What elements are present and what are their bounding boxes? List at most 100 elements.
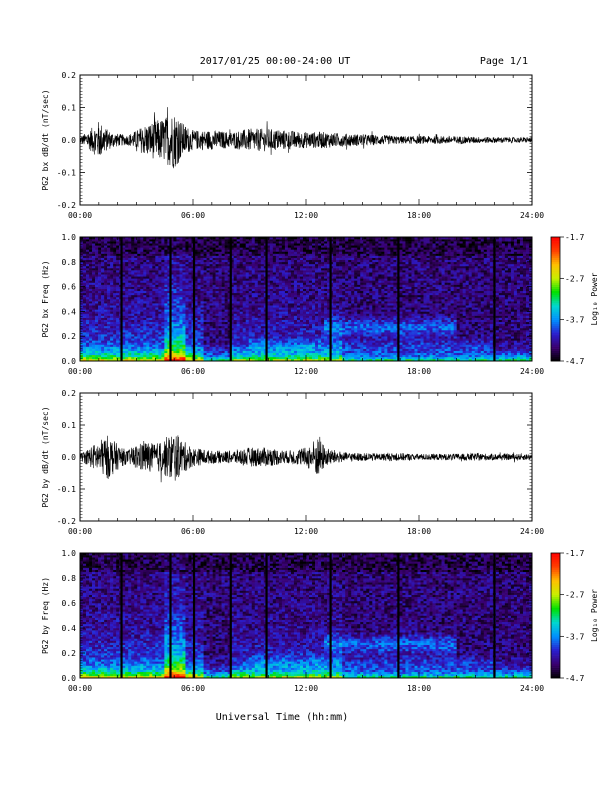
heatmap-cell [312, 323, 316, 327]
heatmap-cell [179, 358, 183, 362]
heatmap-cell [185, 274, 189, 277]
heatmap-cell [278, 241, 283, 244]
heatmap-cell [281, 354, 286, 358]
heatmap-cell [92, 292, 96, 296]
heatmap-cell [206, 282, 210, 285]
heatmap-cell [80, 319, 84, 323]
heatmap-cell [155, 253, 159, 256]
heatmap-cell [98, 296, 102, 300]
heatmap-cell [318, 332, 322, 335]
heatmap-cell [122, 284, 126, 287]
heatmap-cell [83, 249, 87, 252]
heatmap-cell [197, 278, 201, 281]
heatmap-cell [143, 330, 147, 333]
heatmap-cell [164, 344, 168, 347]
heatmap-cell [125, 338, 129, 341]
heatmap-cell [80, 311, 84, 314]
heatmap-cell [143, 307, 147, 310]
heatmap-cell [92, 276, 96, 279]
heatmap-cell [122, 261, 126, 265]
heatmap-cell [170, 342, 174, 345]
heatmap-cell [248, 332, 253, 335]
heatmap-cell [185, 286, 189, 289]
heatmap-cell [269, 280, 274, 283]
heatmap-cell [92, 346, 96, 349]
heatmap-cell [92, 348, 96, 351]
heatmap-cell [260, 241, 265, 244]
heatmap-cell [206, 346, 210, 349]
heatmap-cell [173, 257, 177, 261]
heatmap-cell [113, 255, 117, 258]
heatmap-cell [179, 257, 183, 261]
heatmap-cell [218, 344, 222, 347]
heatmap-cell [116, 296, 120, 300]
heatmap-cell [116, 274, 120, 277]
heatmap-cell [312, 278, 316, 281]
heatmap-cell [188, 268, 192, 271]
heatmap-cell [107, 237, 111, 240]
heatmap-cell [179, 348, 183, 351]
heatmap-cell [149, 313, 153, 316]
heatmap-cell [221, 311, 225, 314]
heatmap-cell [315, 327, 319, 331]
heatmap-cell [170, 270, 174, 273]
heatmap-cell [113, 356, 117, 360]
heatmap-cell [215, 253, 219, 256]
heatmap-cell [107, 311, 111, 314]
heatmap-cell [134, 336, 138, 339]
heatmap-cell [215, 315, 219, 318]
heatmap-cell [83, 255, 87, 258]
heatmap-cell [122, 241, 126, 244]
heatmap-cell [254, 286, 259, 289]
heatmap-cell [275, 282, 280, 285]
heatmap-cell [309, 340, 313, 343]
heatmap-cell [173, 317, 177, 320]
heatmap-cell [245, 309, 250, 312]
heatmap-cell [113, 336, 117, 339]
heatmap-cell [89, 270, 93, 273]
heatmap-cell [113, 237, 117, 240]
heatmap-cell [203, 253, 207, 256]
heatmap-cell [296, 270, 301, 273]
heatmap-cell [278, 265, 283, 269]
heatmap-cell [296, 325, 301, 329]
heatmap-cell [86, 288, 90, 292]
heatmap-cell [128, 278, 132, 281]
heatmap-cell [290, 352, 295, 356]
heatmap-cell [140, 247, 144, 250]
heatmap-cell [281, 253, 286, 256]
heatmap-cell [296, 245, 301, 248]
heatmap-cell [158, 354, 162, 358]
heatmap-cell [299, 290, 304, 294]
heatmap-cell [149, 303, 153, 306]
heatmap-cell [152, 292, 156, 296]
heatmap-cell [278, 323, 283, 327]
heatmap-cell [321, 319, 325, 323]
heatmap-cell [309, 239, 313, 242]
heatmap-cell [275, 272, 280, 275]
heatmap-cell [110, 330, 114, 333]
heatmap-cell [312, 309, 316, 312]
heatmap-cell [309, 274, 313, 277]
heatmap-cell [197, 247, 201, 250]
heatmap-cell [143, 299, 147, 302]
heatmap-cell [113, 282, 117, 285]
heatmap-cell [290, 309, 295, 312]
heatmap-cell [306, 251, 310, 254]
heatmap-cell [161, 344, 165, 347]
heatmap-cell [296, 251, 301, 254]
heatmap-cell [296, 352, 301, 356]
heatmap-cell [209, 305, 213, 308]
heatmap-cell [155, 276, 159, 279]
heatmap-cell [290, 280, 295, 283]
heatmap-cell [197, 239, 201, 242]
heatmap-cell [158, 292, 162, 296]
heatmap-cell [116, 336, 120, 339]
heatmap-cell [296, 286, 301, 289]
heatmap-cell [239, 313, 244, 316]
heatmap-cell [236, 265, 240, 269]
heatmap-cell [321, 336, 325, 339]
heatmap-cell [113, 263, 117, 267]
heatmap-cell [318, 317, 322, 320]
heatmap-cell [122, 243, 126, 246]
